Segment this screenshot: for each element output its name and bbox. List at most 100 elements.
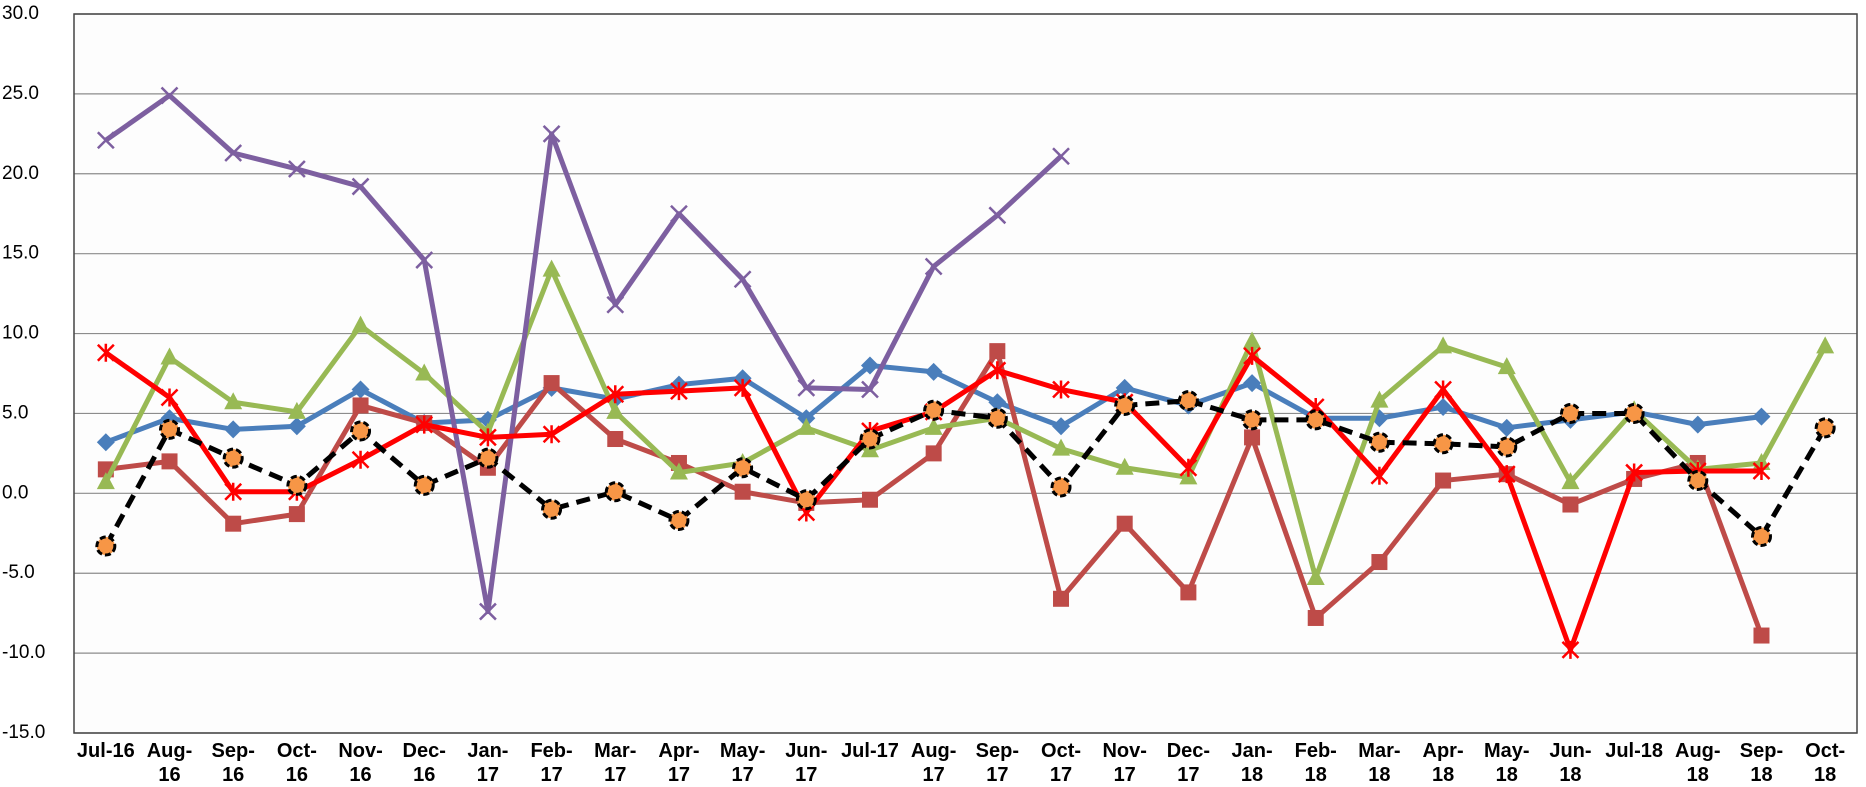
marker	[670, 204, 688, 223]
marker	[924, 257, 943, 276]
marker	[1562, 496, 1579, 513]
marker	[733, 270, 752, 289]
x-tick-label: Jul-17	[841, 740, 899, 762]
marker	[1370, 466, 1389, 485]
marker	[1497, 357, 1516, 375]
x-tick-label: Sep-17	[975, 740, 1019, 786]
marker	[1753, 627, 1770, 644]
y-tick-label: 10.0	[2, 323, 39, 344]
marker	[669, 462, 688, 480]
marker	[988, 393, 1007, 412]
marker	[732, 457, 754, 479]
marker	[159, 418, 181, 440]
x-tick-label: Jul-16	[76, 740, 135, 762]
marker	[859, 428, 881, 450]
marker	[606, 385, 625, 404]
marker	[1244, 429, 1261, 446]
x-tick-label: Jun-17	[785, 740, 828, 786]
marker	[606, 295, 625, 314]
marker	[96, 343, 115, 362]
marker	[1752, 407, 1771, 426]
marker	[733, 378, 752, 397]
marker	[1052, 417, 1071, 436]
marker	[96, 131, 115, 150]
marker	[1687, 470, 1709, 492]
x-tick-label: Apr-18	[1422, 740, 1464, 786]
x-tick-label: Oct-17	[1041, 740, 1082, 786]
marker	[988, 361, 1007, 380]
marker	[351, 177, 370, 196]
x-tick-label: Aug-17	[910, 740, 957, 786]
x-tick-label: Sep-18	[1739, 740, 1784, 786]
marker	[861, 380, 879, 399]
marker	[1052, 438, 1071, 456]
marker	[924, 362, 943, 381]
marker	[861, 491, 878, 508]
x-tick-label: Dec-16	[402, 740, 446, 786]
marker	[668, 509, 690, 531]
marker	[1243, 374, 1262, 393]
marker	[1115, 378, 1134, 397]
marker	[606, 401, 625, 419]
marker	[1434, 398, 1453, 417]
marker	[224, 482, 243, 501]
marker	[161, 453, 178, 470]
y-tick-label: 5.0	[2, 402, 28, 423]
marker	[1370, 390, 1389, 408]
marker	[543, 375, 560, 392]
plot-area	[74, 14, 1857, 733]
marker	[287, 401, 306, 419]
marker	[541, 498, 563, 520]
marker	[797, 378, 816, 397]
marker	[287, 417, 306, 436]
x-tick-label: Jan-18	[1231, 740, 1273, 786]
marker	[1053, 590, 1070, 607]
x-tick-label: Jul-18	[1605, 740, 1664, 762]
marker	[225, 515, 242, 532]
marker	[287, 160, 306, 178]
marker	[224, 392, 243, 410]
marker	[607, 431, 624, 448]
y-tick-label: 0.0	[2, 482, 28, 503]
marker	[986, 407, 1008, 429]
x-tick-label: May-17	[719, 740, 766, 786]
marker	[224, 144, 243, 162]
series-line	[103, 267, 1828, 581]
marker	[351, 380, 370, 399]
marker	[1435, 472, 1452, 489]
y-tick-label: 15.0	[2, 243, 39, 264]
marker	[351, 315, 370, 333]
marker	[1752, 461, 1771, 480]
marker	[1371, 554, 1388, 571]
marker	[924, 417, 943, 435]
marker	[604, 481, 626, 503]
plot-border	[73, 13, 1858, 734]
marker	[96, 472, 115, 490]
x-tick-label: Oct-16	[276, 740, 317, 786]
marker	[415, 415, 434, 434]
marker	[1180, 584, 1197, 601]
marker	[542, 425, 561, 444]
y-tick-label: 30.0	[2, 3, 39, 24]
marker	[1623, 402, 1645, 424]
marker	[1114, 394, 1136, 416]
x-tick-label: Feb-17	[530, 740, 573, 786]
marker	[350, 420, 372, 442]
x-tick-label: Mar-17	[594, 740, 637, 786]
marker	[1561, 640, 1580, 659]
marker	[1241, 409, 1263, 431]
x-tick-label: Sep-16	[211, 740, 255, 786]
marker	[1116, 515, 1133, 532]
marker	[860, 356, 879, 375]
marker	[160, 347, 179, 365]
x-tick-label: Aug-18	[1675, 740, 1721, 786]
marker	[670, 382, 688, 401]
marker	[1559, 402, 1581, 424]
marker	[1177, 390, 1199, 412]
marker	[95, 535, 117, 557]
marker	[1750, 525, 1772, 547]
marker	[415, 251, 434, 269]
marker	[1052, 380, 1070, 399]
